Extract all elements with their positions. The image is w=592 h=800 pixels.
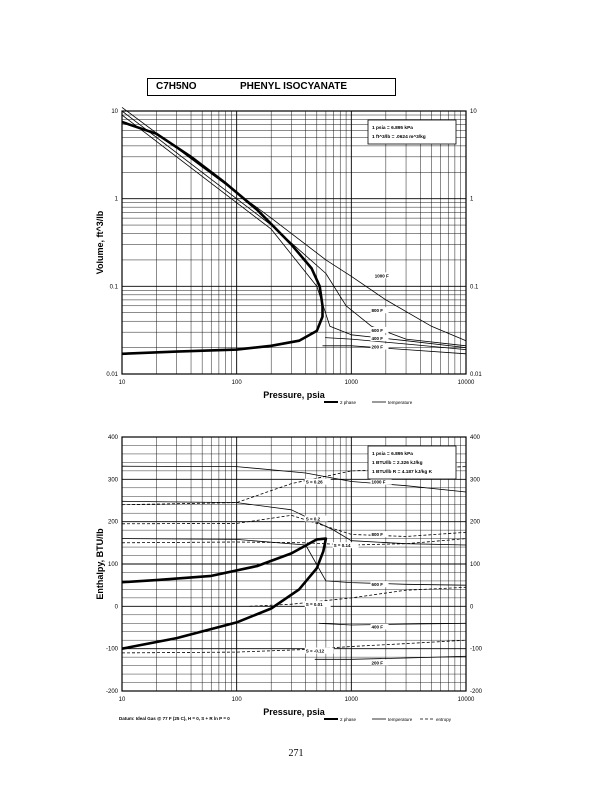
x-tick-label: 100	[232, 697, 243, 703]
label-background	[370, 478, 392, 485]
temperature-label: 1000 F	[372, 480, 386, 485]
y-tick-label-left: 100	[108, 562, 119, 568]
label-background	[304, 647, 334, 654]
y-tick-label-left: 1	[115, 197, 119, 203]
y-tick-label-right: 0	[470, 604, 474, 610]
datum-footnote: Datum: Ideal Gas @ 77 F (25 C), H = 0, S…	[119, 716, 230, 721]
temperature-line	[322, 345, 467, 355]
x-tick-label: 10	[119, 697, 126, 703]
saturation-curve	[121, 537, 328, 650]
label-background	[373, 272, 395, 279]
chemical-formula: C7H5NO	[156, 81, 197, 92]
temperature-label: 600 F	[372, 582, 384, 587]
y-axis-label: Volume, ft^3/lb	[95, 210, 105, 274]
temperature-label: 200 F	[372, 660, 384, 665]
label-background	[304, 601, 331, 608]
label-background	[370, 326, 389, 333]
x-tick-label: 10000	[458, 380, 475, 386]
conversion-note: 1 psia = 6.895 kPa	[372, 125, 413, 131]
entropy-line	[121, 639, 467, 654]
y-tick-label-right: 0.01	[470, 372, 482, 378]
y-tick-label-left: -200	[106, 689, 119, 695]
entropy-label: S = 0.26	[306, 480, 323, 485]
x-tick-label: 10000	[458, 697, 475, 703]
temperature-label: 400 F	[372, 336, 384, 341]
temperature-line	[121, 110, 467, 347]
y-tick-label-right: 200	[470, 520, 481, 526]
legend-label: 2 phase	[340, 717, 357, 722]
label-background	[370, 623, 389, 630]
entropy-label: S = 0.14	[334, 543, 351, 548]
y-tick-label-right: 100	[470, 562, 481, 568]
temperature-label: 800 F	[372, 308, 384, 313]
temperature-line	[318, 622, 467, 626]
x-tick-label: 100	[232, 380, 243, 386]
y-tick-label-right: -100	[470, 647, 483, 653]
temperature-line	[314, 655, 467, 660]
saturation-curve	[121, 120, 324, 356]
y-tick-label-right: 300	[470, 477, 481, 483]
y-tick-label-left: 200	[108, 520, 119, 526]
x-tick-label: 1000	[345, 697, 359, 703]
temperature-label: 600 F	[372, 328, 384, 333]
label-background	[370, 335, 389, 342]
entropy-line	[121, 538, 467, 546]
label-background	[370, 531, 389, 538]
label-background	[370, 307, 389, 314]
label-background	[304, 515, 328, 522]
conversion-note: 1 psia = 6.895 kPa	[372, 451, 413, 457]
entropy-label: S = 0.01	[306, 602, 323, 607]
y-axis-label: Enthalpy, BTU/lb	[95, 528, 105, 600]
y-tick-label-left: 400	[108, 435, 119, 441]
y-tick-label-left: 0.01	[106, 372, 118, 378]
temperature-line	[325, 337, 467, 350]
y-tick-label-right: 400	[470, 435, 481, 441]
conversion-box	[367, 119, 457, 145]
title-box: C7H5NO PHENYL ISOCYANATE	[147, 78, 396, 96]
y-tick-label-left: 0	[115, 604, 119, 610]
y-tick-label-right: -200	[470, 689, 483, 695]
x-axis-label: Pressure, psia	[263, 390, 326, 400]
temperature-line	[121, 107, 467, 342]
temperature-label: 200 F	[372, 345, 384, 350]
legend-label: temperature	[388, 400, 413, 405]
label-background	[370, 659, 389, 666]
conversion-box	[367, 445, 457, 480]
entropy-line	[121, 514, 467, 537]
temperature-line	[121, 500, 467, 546]
x-axis-label: Pressure, psia	[263, 707, 326, 717]
label-background	[332, 542, 359, 549]
y-tick-label-right: 0.1	[470, 284, 479, 290]
temperature-line	[121, 538, 467, 586]
y-tick-label-left: -100	[106, 647, 119, 653]
y-tick-label-left: 10	[111, 109, 118, 115]
conversion-note: 1 BTU/lb = 2.326 kJ/kg	[372, 460, 423, 466]
y-tick-label-left: 0.1	[110, 284, 119, 290]
entropy-label: S = 0.2	[306, 517, 321, 522]
x-tick-label: 1000	[345, 380, 359, 386]
legend-label: entropy	[436, 717, 452, 722]
temperature-label: 400 F	[372, 625, 384, 630]
chemical-name: PHENYL ISOCYANATE	[240, 81, 348, 92]
temperature-line	[121, 114, 467, 348]
entropy-label: S = -0.12	[306, 649, 325, 654]
page-number: 271	[288, 748, 304, 759]
y-tick-label-right: 10	[470, 109, 477, 115]
conversion-note: 1 ft^3/lb = .0624 m^3/kg	[372, 134, 426, 140]
x-tick-label: 10	[119, 380, 126, 386]
y-tick-label-left: 300	[108, 477, 119, 483]
temperature-label: 1000 F	[375, 273, 389, 278]
temperature-line	[121, 465, 467, 493]
label-background	[370, 581, 389, 588]
label-background	[304, 478, 331, 485]
legend-label: 2 phase	[340, 400, 357, 405]
legend-label: temperature	[388, 717, 413, 722]
entropy-line	[249, 586, 467, 607]
temperature-label: 800 F	[372, 532, 384, 537]
y-tick-label-right: 1	[470, 197, 474, 203]
label-background	[370, 343, 389, 350]
conversion-note: 1 BTU/lb R = 4.187 kJ/kg K	[372, 469, 433, 475]
